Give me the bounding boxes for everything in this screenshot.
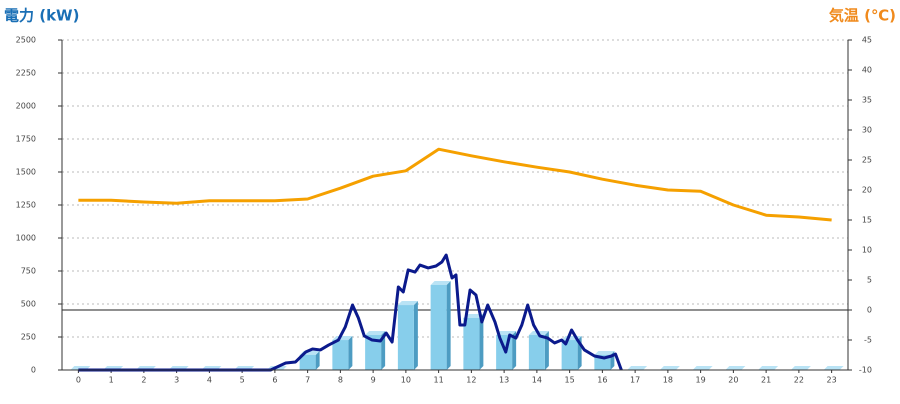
bar: [365, 335, 382, 370]
x-tick-label: 13: [499, 376, 509, 385]
x-tick-label: 16: [597, 376, 607, 385]
x-tick-label: 10: [401, 376, 411, 385]
bar-top: [823, 366, 844, 370]
bar-top: [627, 366, 648, 370]
x-tick-label: 20: [728, 376, 738, 385]
y-tick-label: 1250: [16, 201, 36, 210]
x-tick-label: 11: [434, 376, 444, 385]
bar-side: [348, 336, 353, 370]
y2-tick-label: -5: [864, 336, 872, 345]
y2-tick-label: 25: [862, 156, 872, 165]
bar-top: [725, 366, 746, 370]
bar: [463, 317, 480, 370]
x-tick-label: 15: [565, 376, 575, 385]
bar-top: [430, 280, 451, 285]
bar-top: [365, 331, 386, 336]
y2-tick-label: 0: [867, 306, 872, 315]
x-tick-label: 8: [338, 376, 343, 385]
x-tick-label: 22: [794, 376, 804, 385]
x-tick-label: 6: [272, 376, 277, 385]
x-tick-label: 3: [174, 376, 179, 385]
x-tick-label: 5: [240, 376, 245, 385]
bar-top: [397, 301, 418, 306]
x-tick-label: 4: [207, 376, 212, 385]
x-tick-label: 1: [109, 376, 114, 385]
bar: [332, 340, 349, 370]
bar-side: [446, 280, 451, 370]
y2-tick-label: 15: [862, 216, 872, 225]
x-tick-label: 21: [761, 376, 771, 385]
y-tick-label: 2000: [16, 102, 36, 111]
y2-tick-label: 45: [862, 36, 872, 45]
y2-tick-label: 35: [862, 96, 872, 105]
bar-top: [463, 313, 484, 318]
line: [78, 253, 623, 372]
bar-side: [479, 313, 484, 370]
bar: [397, 305, 414, 370]
y-tick-label: 500: [21, 300, 36, 309]
y2-tick-label: -10: [859, 366, 872, 375]
bar-top: [692, 366, 713, 370]
y2-tick-label: 30: [862, 126, 872, 135]
bar: [430, 284, 447, 370]
bar-top: [594, 350, 615, 355]
y-axis-title: 電力 (kW): [4, 7, 79, 25]
y-tick-label: 250: [21, 333, 36, 342]
bar: [561, 340, 578, 370]
x-tick-label: 23: [827, 376, 837, 385]
bar-top: [659, 366, 680, 370]
x-tick-label: 9: [371, 376, 376, 385]
y-tick-label: 1750: [16, 135, 36, 144]
y2-tick-label: 5: [867, 276, 872, 285]
bar-side: [544, 331, 549, 370]
bar-top: [496, 331, 517, 336]
y-tick-label: 1000: [16, 234, 36, 243]
bar-side: [315, 350, 320, 370]
x-tick-label: 12: [466, 376, 476, 385]
x-tick-label: 18: [663, 376, 673, 385]
bar-side: [413, 301, 418, 370]
bar: [528, 335, 545, 370]
line: [78, 147, 832, 222]
y-tick-label: 2500: [16, 36, 36, 45]
y2-tick-label: 10: [862, 246, 872, 255]
bar: [299, 354, 316, 370]
x-tick-label: 7: [305, 376, 310, 385]
x-tick-label: 19: [696, 376, 706, 385]
y-tick-label: 2250: [16, 69, 36, 78]
y2-axis-title: 気温 (℃): [829, 7, 896, 25]
y2-tick-label: 40: [862, 66, 872, 75]
y2-tick-label: 20: [862, 186, 872, 195]
x-tick-label: 17: [630, 376, 640, 385]
y-tick-label: 0: [31, 366, 36, 375]
y-tick-label: 750: [21, 267, 36, 276]
x-tick-label: 0: [76, 376, 81, 385]
bar-top: [790, 366, 811, 370]
y-tick-label: 1500: [16, 168, 36, 177]
bar-side: [512, 331, 517, 370]
bar-top: [758, 366, 779, 370]
x-tick-label: 2: [141, 376, 146, 385]
x-tick-label: 14: [532, 376, 542, 385]
